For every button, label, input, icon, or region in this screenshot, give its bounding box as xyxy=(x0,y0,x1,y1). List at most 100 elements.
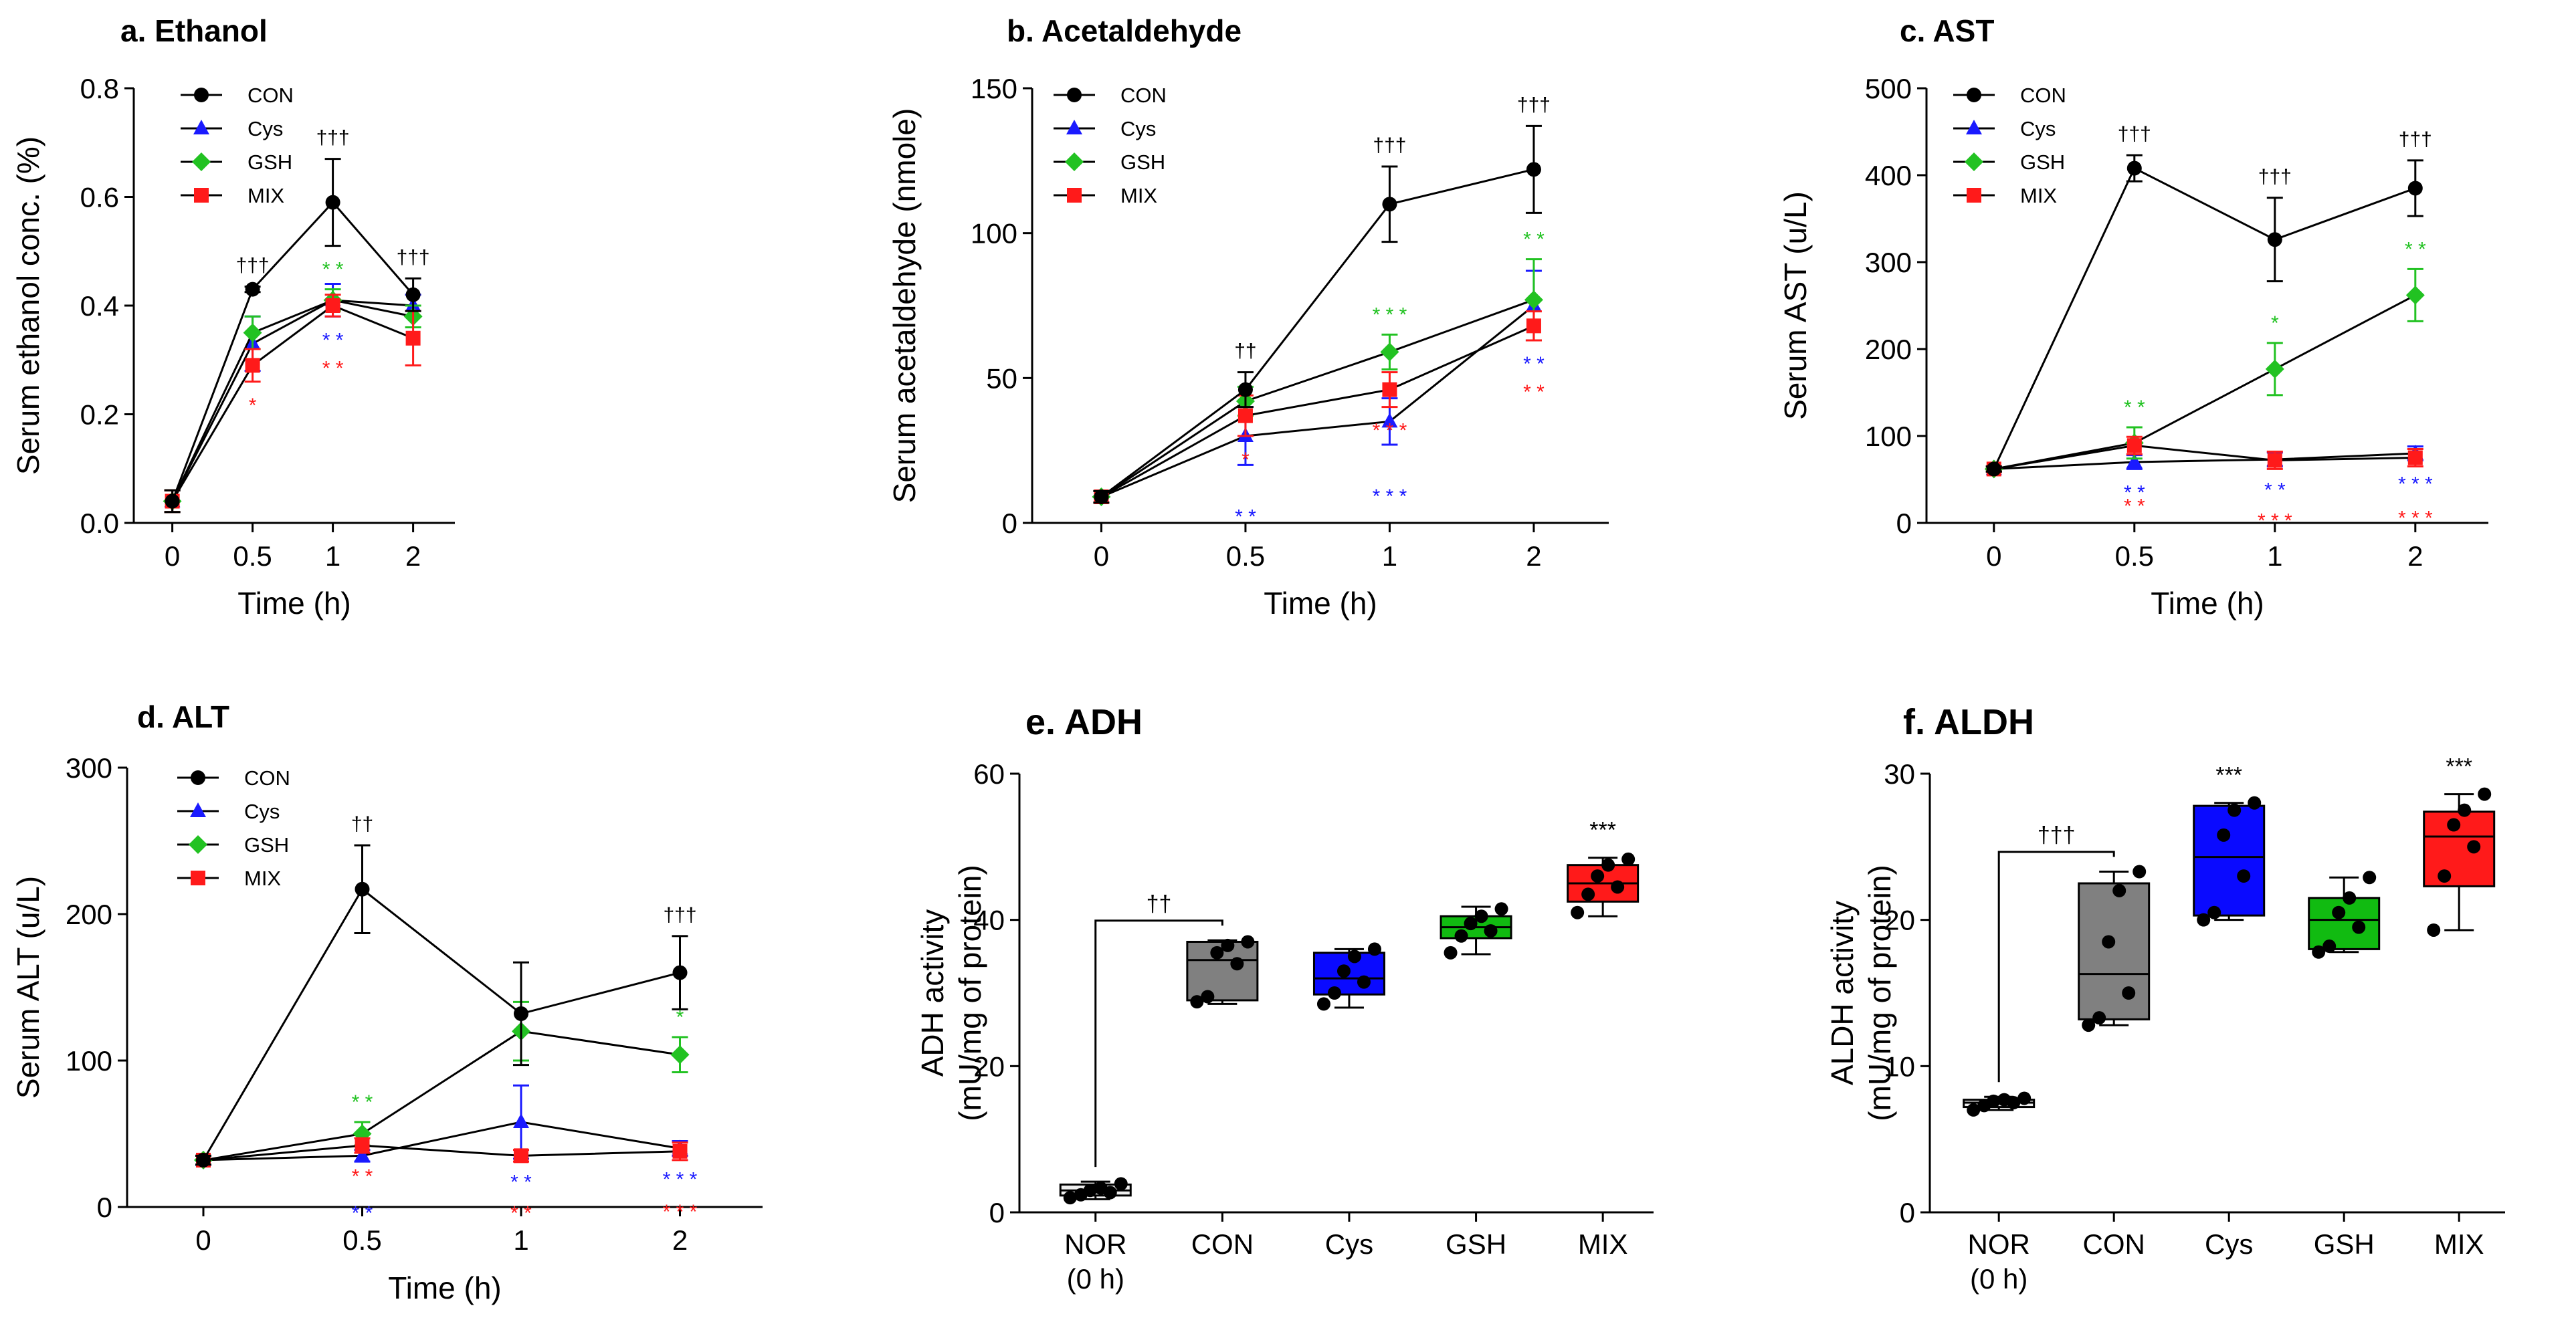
x-tick-label: 0.5 xyxy=(2115,540,2154,572)
series-line xyxy=(1100,324,1534,498)
significance-mark: * * xyxy=(2264,479,2286,502)
legend-label: Cys xyxy=(1120,117,1156,140)
data-point xyxy=(2478,787,2492,801)
data-point xyxy=(1987,1094,2001,1108)
series-line xyxy=(202,887,680,1161)
data-point xyxy=(1571,905,1585,919)
significance-mark: * * xyxy=(2124,397,2145,419)
y-tick-label: 30 xyxy=(1884,758,1915,790)
data-point xyxy=(1241,935,1255,949)
significance-mark: * * * xyxy=(663,1201,698,1223)
series-CON xyxy=(1985,154,2423,477)
data-point xyxy=(670,1045,690,1065)
significance-mark: ††† xyxy=(2038,822,2076,848)
significance-mark: *** xyxy=(2446,754,2472,780)
data-point xyxy=(245,358,260,373)
y-tick-label: 20 xyxy=(1884,905,1915,936)
data-point xyxy=(1382,382,1397,397)
series-line xyxy=(1100,168,1534,498)
significance-mark: ††† xyxy=(2399,128,2432,150)
panel-title: e. ADH xyxy=(1025,702,1143,742)
box-CON xyxy=(2078,865,2151,1032)
data-point xyxy=(2267,232,2282,247)
significance-mark: ††† xyxy=(2258,166,2292,188)
legend-marker xyxy=(1967,188,1981,203)
significance-mark: * * xyxy=(510,1172,532,1194)
x-tick-label: 0 xyxy=(1094,540,1109,572)
legend-marker xyxy=(189,835,207,854)
series-CON xyxy=(195,844,688,1168)
series-Cys xyxy=(1093,269,1542,504)
significance-mark: ††† xyxy=(2118,123,2151,145)
y-tick-label: 300 xyxy=(1865,247,1912,278)
x-tick-label: 0 xyxy=(195,1224,211,1256)
significance-mark: * xyxy=(249,395,257,417)
series-MIX xyxy=(1093,310,1542,504)
box-NOR xyxy=(1059,1177,1132,1205)
data-point xyxy=(325,195,340,210)
data-point xyxy=(2237,869,2251,883)
y-axis-label: Serum ALT (u/L) xyxy=(11,876,45,1099)
significance-mark: * * xyxy=(322,357,344,379)
x-tick-sublabel: (0 h) xyxy=(1067,1263,1124,1295)
significance-mark: * xyxy=(676,1006,684,1028)
significance-mark: * * xyxy=(352,1166,373,1188)
data-point xyxy=(514,1006,528,1021)
data-point xyxy=(2092,1011,2106,1025)
legend-marker xyxy=(1967,88,1981,102)
x-tick-label: Cys xyxy=(2205,1228,2253,1260)
significance-mark: ††† xyxy=(316,127,350,149)
data-point xyxy=(2126,160,2142,176)
box-GSH xyxy=(1440,902,1512,960)
x-tick-label: 0.5 xyxy=(233,540,272,572)
x-axis-label: Time (h) xyxy=(2151,586,2264,621)
significance-mark: * * xyxy=(322,259,344,281)
legend-label: MIX xyxy=(2020,184,2057,207)
x-tick-label: 2 xyxy=(1526,540,1541,572)
legend-marker xyxy=(1067,188,1082,203)
panel-c: c. AST 0 100 200 300 400 500 0 0.5 1 2 Time (h) Seru… xyxy=(1778,13,2488,621)
data-point xyxy=(2322,940,2337,954)
legend-marker xyxy=(194,188,209,203)
significance-mark: ††† xyxy=(397,246,430,268)
data-point xyxy=(1621,852,1636,866)
series-line xyxy=(171,304,414,502)
legend-label: Cys xyxy=(2020,117,2056,140)
legend-label: GSH xyxy=(2020,150,2065,174)
data-point xyxy=(1237,382,1253,397)
series-line xyxy=(171,299,413,502)
panel-a: a. Ethanol 0.0 0.2 0.4 0.6 0.8 0 0.5 1 2 Time (h) S… xyxy=(11,13,455,621)
data-point xyxy=(2458,803,2472,817)
data-point xyxy=(1611,880,1625,894)
legend-label: Cys xyxy=(247,117,283,140)
data-point xyxy=(1581,887,1595,901)
data-point xyxy=(1083,1184,1097,1198)
y-tick-label: 50 xyxy=(986,362,1017,394)
series-GSH xyxy=(194,1000,690,1170)
y-tick-label: 0.4 xyxy=(80,290,119,322)
data-point xyxy=(1230,957,1244,971)
series-line xyxy=(203,1144,680,1162)
significance-mark: * * xyxy=(2124,495,2145,517)
data-point xyxy=(2265,359,2284,378)
y-tick-label: 200 xyxy=(66,899,112,930)
data-point xyxy=(196,1152,211,1168)
y-axis-label: ALDH activity xyxy=(1825,901,1860,1085)
data-point xyxy=(2082,1018,2096,1032)
legend-label: CON xyxy=(1120,84,1167,107)
box-CON xyxy=(1186,935,1259,1009)
data-point xyxy=(2447,818,2461,832)
series-line xyxy=(203,1121,680,1162)
significance-mark: * * xyxy=(1523,381,1545,403)
y-tick-label: 0 xyxy=(1900,1197,1915,1228)
y-tick-label: 20 xyxy=(973,1051,1005,1082)
panel-title: b. Acetaldehyde xyxy=(1007,13,1242,48)
panel-b: b. Acetaldehyde 0 50 100 150 0 0.5 1 2 Time (h) Se… xyxy=(887,13,1609,621)
series-GSH xyxy=(1984,267,2425,479)
x-axis-label: Time (h) xyxy=(237,586,351,621)
data-point xyxy=(1327,986,1341,1000)
data-point xyxy=(1986,461,2001,477)
series-CON xyxy=(1093,124,1542,504)
significance-mark: ††† xyxy=(663,904,696,926)
y-tick-label: 100 xyxy=(971,218,1017,249)
